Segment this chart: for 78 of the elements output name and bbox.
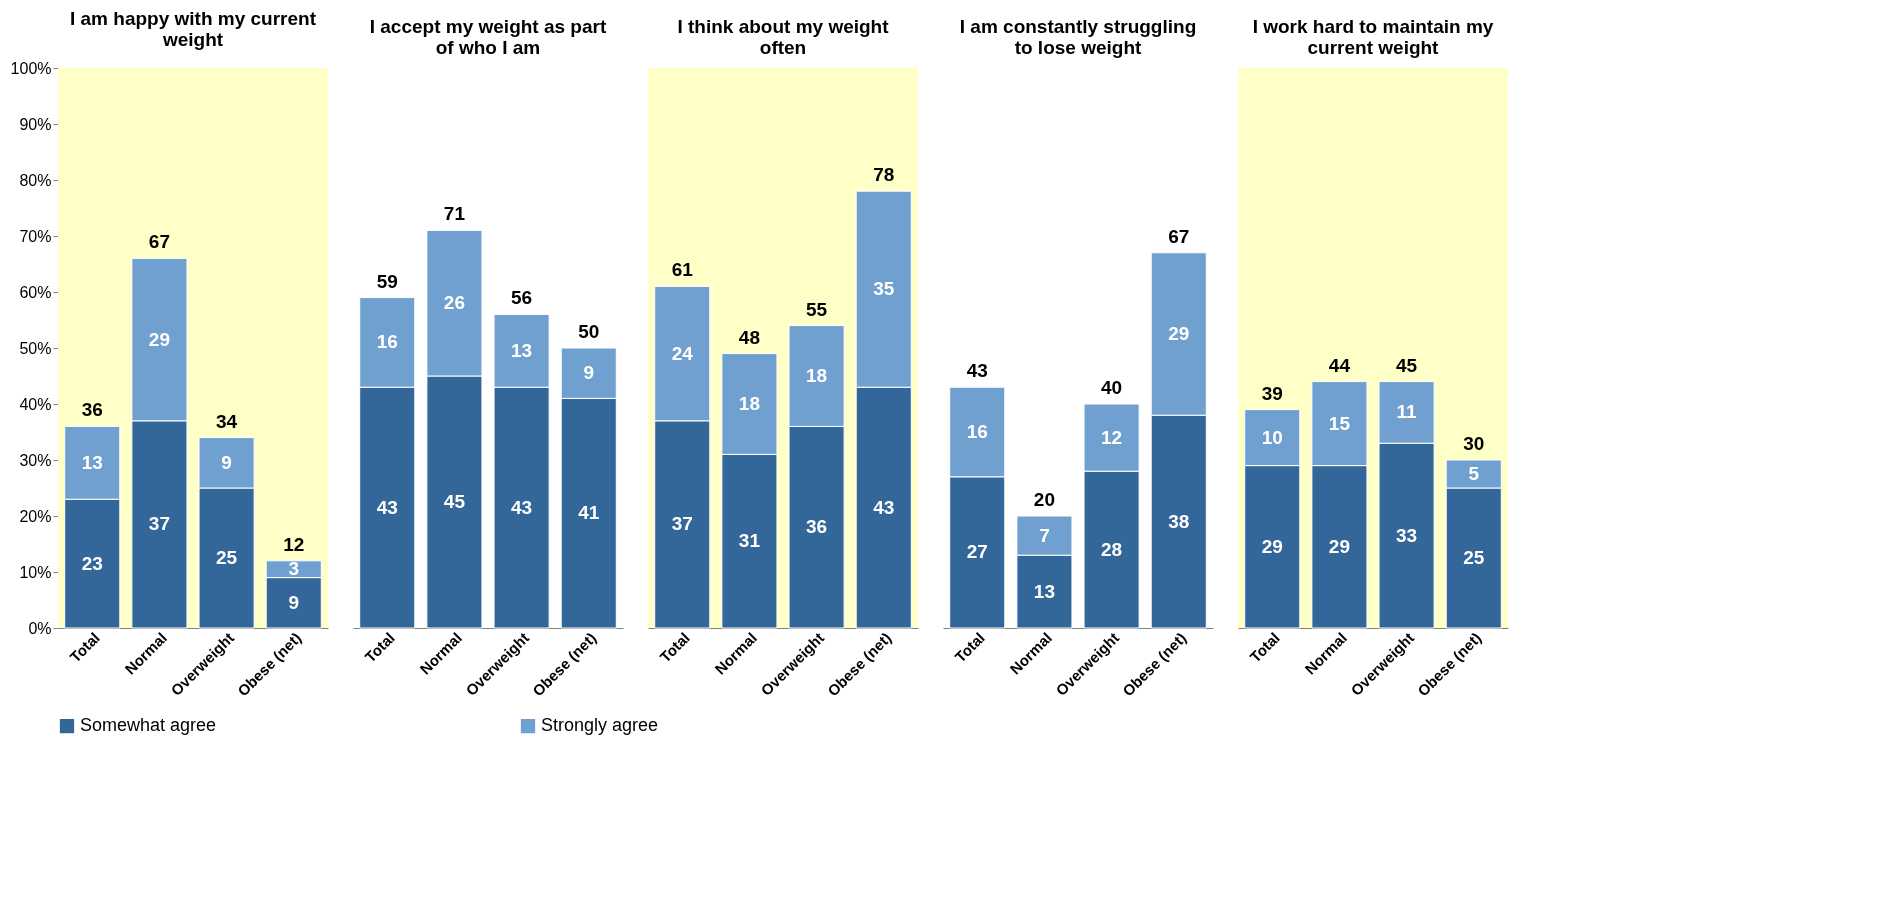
data-label: 29 [148,328,170,350]
data-label: 43 [873,496,895,518]
y-tick-label: 60% [19,283,52,301]
y-tick-label: 90% [19,115,52,133]
data-label: 37 [148,513,170,535]
data-label: 16 [966,421,988,442]
total-label: 78 [873,164,895,186]
data-label: 11 [1396,401,1418,423]
data-label: 43 [511,496,533,518]
data-label: 45 [443,491,466,512]
data-label: 37 [671,513,693,535]
total-label: 39 [1261,382,1283,404]
data-label: 29 [1261,535,1283,557]
chart-title: I accept my weight as part of who I am [369,16,607,58]
data-label: 18 [806,365,828,386]
data-label: 25 [216,547,238,568]
data-label: 13 [81,451,103,473]
total-label: 36 [81,399,103,421]
data-label: 24 [671,342,694,364]
data-label: 10 [1261,426,1283,448]
y-tick-label: 10% [19,563,52,581]
data-label: 25 [1463,547,1485,568]
data-label: 15 [1328,412,1351,434]
total-label: 45 [1396,354,1418,376]
legend-label: Somewhat agree [80,715,217,736]
data-label: 18 [738,393,760,414]
data-label: 31 [738,530,761,552]
total-label: 44 [1328,354,1351,376]
y-tick-label: 40% [19,395,52,413]
y-tick-label: 100% [10,59,52,77]
data-label: 33 [1396,524,1418,546]
total-label: 34 [216,410,238,432]
total-label: 43 [966,360,988,382]
y-tick-label: 70% [19,227,52,245]
data-label: 9 [288,591,300,613]
data-label: 35 [873,278,895,300]
total-label: 20 [1033,489,1055,510]
total-label: 61 [671,259,694,281]
data-label: 9 [583,362,595,384]
total-label: 30 [1463,433,1485,454]
total-label: 55 [806,298,828,320]
data-label: 41 [578,502,600,524]
data-label: 13 [511,339,533,361]
y-tick-label: 50% [19,339,52,357]
chart-title: I think about my weight often [677,16,890,58]
data-label: 16 [376,331,398,353]
total-label: 50 [578,321,600,342]
data-label: 36 [806,516,828,538]
chart-title: I am happy with my current weight [70,8,317,50]
data-label: 29 [1168,323,1190,344]
total-label: 40 [1101,377,1123,398]
data-label: 43 [376,496,398,518]
data-label: 38 [1168,510,1190,532]
total-label: 71 [443,203,466,225]
total-label: 56 [511,287,533,309]
legend-label: Strongly agree [541,715,659,736]
data-label: 13 [1033,580,1055,602]
data-label: 9 [221,451,232,473]
total-label: 67 [1168,225,1190,247]
data-label: 23 [81,552,103,574]
y-tick-label: 80% [19,171,52,189]
chart-title: I work hard to maintain my current weight [1252,16,1494,58]
data-label: 29 [1328,535,1350,557]
chart-title: I am constantly struggling to lose weight [959,16,1197,58]
data-label: 7 [1039,524,1050,546]
data-label: 26 [443,292,465,314]
total-label: 67 [148,231,170,253]
total-label: 48 [738,326,760,348]
y-tick-label: 0% [28,619,52,637]
total-label: 12 [283,533,305,555]
data-label: 28 [1101,538,1123,560]
data-label: 12 [1101,426,1123,448]
data-label: 27 [966,541,988,563]
y-tick-label: 20% [19,507,52,525]
y-tick-label: 30% [19,451,52,469]
data-label: 5 [1468,463,1480,484]
total-label: 59 [376,270,398,292]
data-label: 3 [288,558,300,580]
